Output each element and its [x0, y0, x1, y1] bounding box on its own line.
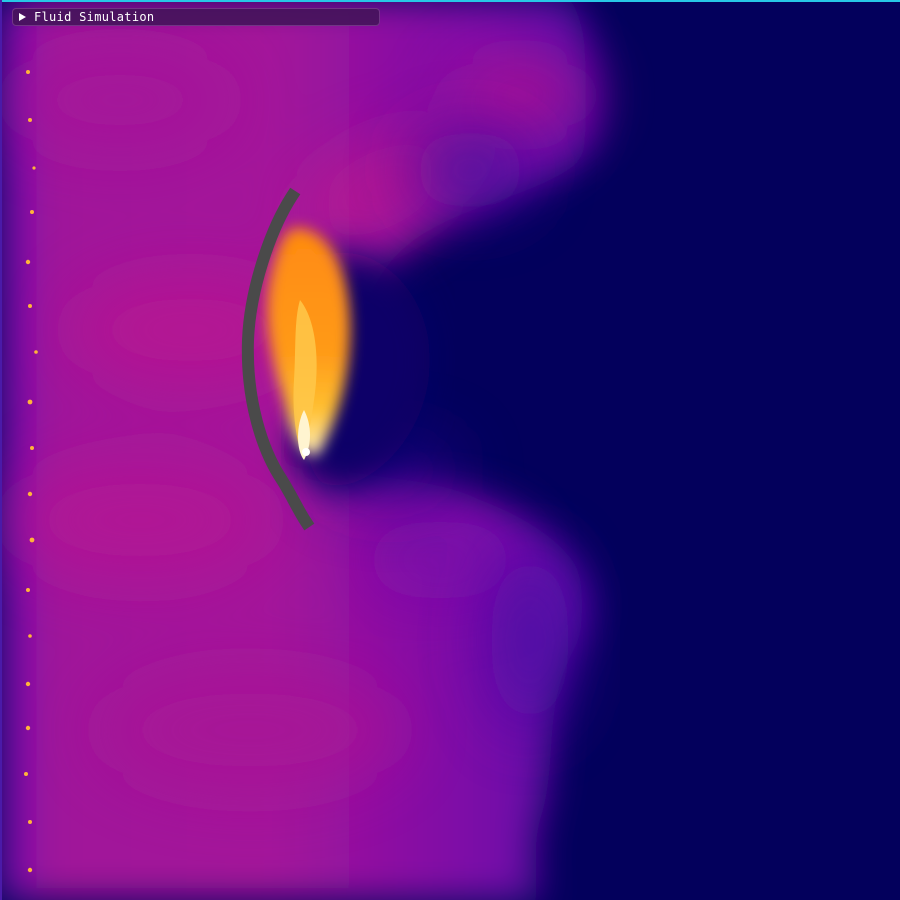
emitter-row [24, 70, 38, 873]
window-top-border [0, 0, 900, 2]
dye-streaks [10, 50, 590, 790]
fluid-simulation-panel-header[interactable]: Fluid Simulation [12, 8, 380, 26]
dye-cloud [0, 0, 601, 900]
flame-plume [267, 228, 351, 460]
window-left-border [0, 0, 2, 900]
triangle-right-icon[interactable] [19, 13, 26, 21]
panel-title: Fluid Simulation [34, 10, 155, 24]
obstacle-arc [241, 187, 315, 531]
